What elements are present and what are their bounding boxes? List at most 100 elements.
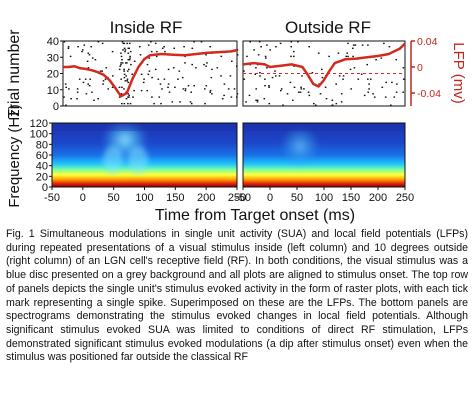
spike-tick (171, 101, 174, 103)
spike-tick (354, 44, 357, 46)
spike-tick (321, 68, 323, 71)
spike-tick (204, 88, 206, 90)
spike-tick (129, 55, 131, 58)
spike-tick (123, 76, 126, 79)
spike-tick (342, 78, 344, 80)
spike-tick (124, 50, 126, 53)
spike-tick (127, 81, 130, 84)
spike-tick (299, 91, 302, 93)
spike-tick (293, 50, 295, 53)
spike-tick (160, 102, 162, 105)
spike-tick (352, 55, 354, 58)
spike-tick (245, 101, 247, 103)
spike-tick (122, 49, 124, 51)
lfp-y-tick-label: -0.04 (417, 88, 441, 100)
spike-tick (173, 47, 175, 49)
spike-tick (130, 63, 132, 66)
spike-tick (269, 49, 271, 51)
x-tick-label: 200 (369, 192, 387, 204)
spike-tick (289, 81, 292, 84)
spike-tick (275, 46, 277, 48)
spike-tick (290, 55, 292, 58)
spike-tick (347, 55, 349, 58)
spec-y-tick-label: 120 (30, 118, 48, 130)
spike-tick (368, 88, 370, 90)
spike-tick (65, 104, 67, 106)
spike-tick (133, 89, 135, 92)
spec-y-tick-label: 0 (42, 182, 48, 194)
spike-tick (268, 102, 271, 105)
x-tick-label: 250 (396, 192, 414, 204)
spike-tick (131, 73, 133, 75)
spike-tick (331, 99, 334, 101)
spike-tick (172, 67, 175, 69)
spike-tick (367, 78, 369, 80)
spike-tick (120, 62, 122, 64)
spike-tick (191, 47, 194, 49)
spike-tick (77, 46, 79, 48)
spike-tick (367, 44, 369, 46)
spike-tick (292, 99, 294, 101)
spec-y-tick-label: 80 (36, 139, 48, 151)
spike-tick (87, 67, 90, 69)
spike-tick (205, 85, 208, 87)
spike-tick (123, 70, 125, 72)
spike-tick (85, 93, 88, 95)
spike-tick (328, 55, 330, 58)
spike-tick (255, 88, 257, 90)
spike-tick (125, 62, 127, 64)
spike-tick (190, 91, 192, 93)
spike-tick (271, 76, 274, 79)
spike-tick (249, 41, 251, 43)
spike-tick (324, 86, 327, 88)
spike-tick (82, 49, 84, 51)
spike-tick (142, 81, 145, 84)
spike-tick (278, 75, 281, 77)
spike-tick (148, 57, 151, 59)
spike-tick (65, 86, 67, 88)
spike-tick (128, 59, 131, 61)
spike-tick (260, 46, 262, 48)
spike-tick (88, 54, 91, 56)
spike-tick (68, 88, 70, 90)
spike-tick (369, 78, 372, 80)
spike-tick (118, 68, 121, 71)
spectrogram-ylabel: Frequency (Hz) (6, 104, 23, 207)
spike-tick (127, 47, 130, 49)
spike-tick (184, 62, 186, 64)
spike-tick (311, 72, 314, 74)
spike-tick (126, 78, 129, 80)
spike-tick (177, 78, 179, 80)
spike-tick (84, 78, 87, 80)
spike-tick (274, 70, 276, 72)
spike-tick (127, 59, 130, 61)
spike-tick (254, 73, 257, 75)
spike-tick (127, 52, 130, 54)
spike-tick (139, 54, 142, 56)
spike-tick (126, 62, 128, 64)
spike-tick (366, 63, 368, 66)
spike-tick (124, 80, 127, 82)
spike-tick (352, 44, 355, 46)
raster-y-tick-label: 30 (47, 52, 59, 64)
raster-inside (62, 40, 239, 107)
spike-tick (229, 75, 232, 77)
spike-tick (76, 98, 78, 100)
spike-tick (361, 44, 364, 46)
spike-tick (367, 91, 369, 93)
spike-tick (120, 63, 122, 66)
spike-tick (337, 52, 340, 54)
spike-tick (189, 101, 192, 103)
spike-tick (139, 46, 141, 48)
spike-tick (121, 102, 123, 105)
spike-tick (126, 42, 128, 45)
spike-tick (102, 83, 104, 85)
x-tick-label: 0 (80, 192, 86, 204)
spike-tick (279, 42, 282, 45)
spike-tick (211, 93, 213, 95)
raster-y-tick-label: 10 (47, 85, 59, 97)
spike-tick (123, 42, 126, 45)
spike-tick (125, 98, 128, 100)
x-tick-label: 150 (342, 192, 360, 204)
raster-y-tick-label: 40 (47, 36, 59, 48)
